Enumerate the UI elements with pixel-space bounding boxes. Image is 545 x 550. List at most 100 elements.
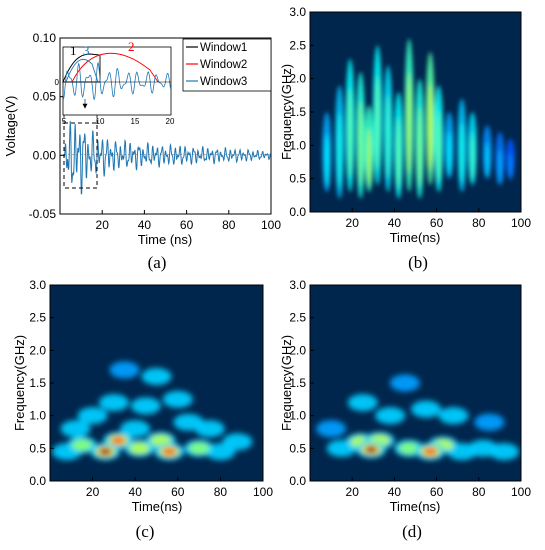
x-tick-label: 80 [472, 485, 486, 499]
spectrogram-streak-core [497, 148, 503, 185]
legend: Window1 Window2 Window3 [182, 38, 272, 92]
panel-d: 20 40 60 80 100 0.0 0.5 1.0 1.5 2.0 2.5 3.0 Time(ns… [279, 278, 531, 541]
y-tick-label: -0.05 [29, 207, 57, 221]
y-tick-label: 2.5 [29, 311, 46, 325]
spectrogram-blob [438, 407, 469, 425]
spectrogram-streak-core [375, 76, 380, 170]
y-tick-label: 0.0 [289, 474, 306, 488]
spectrogram-blob [120, 420, 151, 438]
spectrogram-streak-core [347, 88, 353, 178]
panel-c: 20 40 60 80 100 0.0 0.5 1.0 1.5 2.0 2.5 3.0 Time(ns… [12, 278, 273, 541]
y-tick-label: 1.5 [29, 376, 46, 390]
spectrogram-streak-core [324, 133, 330, 187]
spectrogram-streak-core [358, 101, 363, 186]
spectrogram-streak-core [459, 122, 465, 185]
panel-b-xlabel: Time(ns) [390, 230, 441, 245]
x-tick-label: 60 [430, 216, 444, 230]
panel-d-ticks: 20 40 60 80 100 0.0 0.5 1.0 1.5 2.0 2.5 3.0 [289, 278, 531, 499]
y-tick-label: 0.5 [289, 172, 306, 186]
panel-d-blobs [316, 374, 520, 461]
legend-label-window3: Window3 [200, 76, 247, 88]
spectrogram-streak-core [508, 153, 513, 181]
x-tick-label: 100 [511, 216, 531, 230]
x-tick-label: 40 [388, 485, 402, 499]
x-tick-label: 20 [96, 218, 110, 232]
y-tick-label: 2.5 [289, 311, 306, 325]
panel-c-plot [50, 285, 263, 481]
inset-xtick-label: 10 [96, 117, 105, 126]
y-tick-label: 3.0 [289, 278, 306, 292]
spectrogram-blob [71, 439, 93, 452]
y-tick-label: 0.0 [29, 474, 46, 488]
caption-c: (c) [136, 522, 155, 541]
spectrogram-blob [173, 413, 204, 431]
spectrogram-blob [162, 390, 193, 408]
x-tick-label: 100 [253, 485, 273, 499]
panel-b-background [310, 12, 521, 212]
y-tick-label: 2.0 [29, 343, 46, 357]
spectrogram-streak-core [366, 127, 372, 186]
x-tick-label: 100 [261, 218, 281, 232]
x-tick-label: 40 [388, 216, 402, 230]
x-tick-label: 100 [511, 485, 531, 499]
y-tick-label: 0.5 [29, 441, 46, 455]
spectrogram-streak-core [417, 106, 422, 187]
spectrogram-blob [316, 420, 347, 438]
y-tick-label: 1.5 [289, 376, 306, 390]
panel-d-ylabel: Frequency(GHz) [279, 335, 294, 431]
panel-c-xlabel: Time(ns) [132, 499, 183, 514]
spectrogram-streak-core [436, 111, 441, 183]
spectrogram-blob [398, 442, 420, 455]
panel-b-plot [310, 12, 521, 212]
spectrogram-blob [366, 446, 376, 453]
panel-a-ylabel: Voltage(V) [3, 96, 18, 157]
legend-box [182, 38, 272, 92]
panel-c-blobs [52, 361, 253, 461]
spectrogram-blob [162, 447, 177, 456]
y-tick-label: 0.00 [33, 148, 57, 162]
spectrogram-blob [100, 448, 110, 455]
spectrogram-blob [474, 413, 505, 431]
panel-a-xlabel: Time (ns) [138, 232, 192, 247]
spectrogram-streak-core [447, 131, 452, 176]
panel-a-ticks: 20 40 60 80 100-0.050.000.050.10 [29, 31, 282, 232]
inset-ytick-label: 0 [55, 78, 60, 87]
panel-c-ylabel: Frequency(GHz) [12, 335, 27, 431]
caption-d: (d) [402, 522, 422, 541]
panel-b-ylabel: Frequency(GHz) [279, 64, 294, 160]
x-tick-label: 60 [430, 485, 444, 499]
y-tick-label: 1.5 [289, 105, 306, 119]
spectrogram-blob [60, 420, 91, 438]
inset-window2-number: 2 [128, 39, 135, 54]
panel-c-ticks: 20 40 60 80 100 0.0 0.5 1.0 1.5 2.0 2.5 3.0 [29, 278, 273, 499]
spectrogram-blob [347, 394, 378, 412]
y-tick-label: 1.0 [289, 409, 306, 423]
panel-d-plot [310, 285, 521, 481]
x-tick-label: 80 [222, 218, 236, 232]
y-tick-label: 0.5 [289, 441, 306, 455]
spectrogram-blob [129, 442, 150, 455]
y-tick-label: 0.0 [289, 205, 306, 219]
inset-window3-number: 3 [83, 43, 90, 58]
spectrogram-blob [77, 407, 108, 425]
panel-d-xlabel: Time(ns) [390, 499, 441, 514]
spectrogram-blob [98, 394, 129, 412]
spectrogram-streak-core [385, 94, 391, 179]
x-tick-label: 60 [171, 485, 185, 499]
x-tick-label: 20 [86, 485, 100, 499]
spectrogram-blob [130, 397, 161, 415]
panel-a: 20 40 60 80 100-0.050.000.050.10 0 5 10 15 2… [3, 31, 281, 272]
caption-b: (b) [408, 253, 428, 272]
spectrogram-blob [141, 367, 172, 385]
y-tick-label: 0.10 [33, 31, 57, 45]
y-tick-label: 2.5 [289, 38, 306, 52]
spectrogram-blob [110, 436, 126, 445]
x-tick-label: 80 [214, 485, 228, 499]
spectrogram-streak-core [470, 132, 475, 182]
x-tick-label: 60 [180, 218, 194, 232]
inset-xtick-label: 5 [62, 117, 67, 126]
inset-signal-line [62, 61, 172, 101]
y-tick-label: 0.05 [33, 90, 57, 104]
y-tick-label: 1.0 [289, 138, 306, 152]
